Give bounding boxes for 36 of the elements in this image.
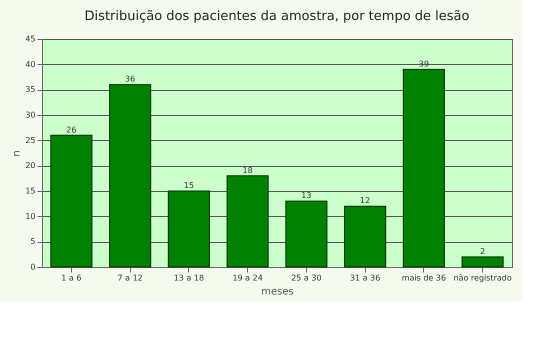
data-label: 26 bbox=[66, 125, 76, 134]
x-tick-label: 31 a 36 bbox=[350, 274, 380, 282]
bar bbox=[50, 134, 92, 268]
bar bbox=[109, 84, 152, 268]
bar bbox=[402, 68, 445, 268]
x-tick-label: 7 a 12 bbox=[117, 274, 143, 282]
y-axis-title: n bbox=[11, 150, 22, 157]
y-tick-label: 5 bbox=[30, 237, 36, 246]
y-tick-label: 40 bbox=[25, 60, 36, 69]
y-tick-label: 15 bbox=[25, 186, 36, 196]
x-tick-label: 1 a 6 bbox=[61, 274, 82, 282]
x-tick-label: não registrado bbox=[454, 274, 512, 282]
bar bbox=[462, 256, 504, 268]
y-tick-label: 45 bbox=[25, 34, 36, 44]
data-label: 15 bbox=[184, 181, 194, 190]
data-label: 12 bbox=[360, 196, 370, 206]
y-tick-label: 10 bbox=[25, 212, 36, 221]
y-tick-label: 0 bbox=[30, 262, 36, 272]
chart-title: Distribuição dos pacientes da amostra, por tempo de lesão bbox=[84, 9, 470, 24]
y-tick-label: 35 bbox=[25, 85, 36, 94]
x-tick-label: mais de 36 bbox=[402, 274, 446, 282]
y-tick-label: 25 bbox=[25, 136, 36, 145]
bar bbox=[226, 175, 269, 268]
x-tick-label: 25 a 30 bbox=[291, 274, 322, 282]
x-axis-title: meses bbox=[261, 286, 294, 298]
data-label: 36 bbox=[125, 74, 136, 84]
bar bbox=[285, 200, 328, 268]
bar bbox=[168, 190, 210, 268]
x-tick-label: 13 a 18 bbox=[174, 274, 204, 282]
data-label: 18 bbox=[242, 166, 253, 175]
data-label: 2 bbox=[480, 246, 486, 256]
bar bbox=[344, 206, 386, 268]
y-tick-label: 30 bbox=[25, 110, 36, 120]
x-tick-label: 19 a 24 bbox=[232, 274, 263, 282]
y-tick-label: 20 bbox=[25, 161, 36, 170]
data-label: 13 bbox=[301, 191, 312, 200]
